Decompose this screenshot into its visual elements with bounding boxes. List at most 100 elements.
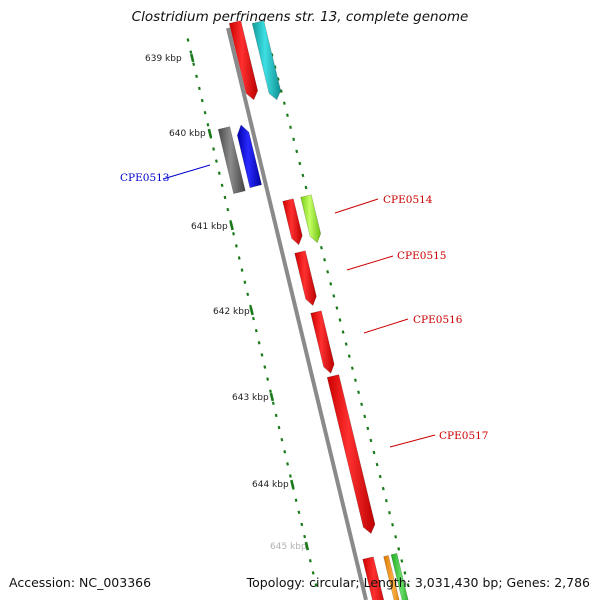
ruler-dot <box>276 77 280 81</box>
ruler-dot <box>350 366 354 370</box>
ruler-dot <box>274 413 278 418</box>
gene-arrow-cpe0515[interactable] <box>294 250 317 307</box>
ruler-dot <box>266 377 270 381</box>
gene-label-cpe0514[interactable]: CPE0514 <box>383 194 433 206</box>
gene-leader-line <box>363 318 409 334</box>
ruler-dot <box>363 414 367 419</box>
ruler-dot <box>282 101 286 105</box>
tick-label: 644 kbp <box>252 480 289 490</box>
ruler-dot <box>212 147 216 151</box>
ruler-dot <box>246 292 250 297</box>
ruler-dot <box>332 294 336 298</box>
ruler-dot <box>203 110 207 115</box>
gene-leader-line <box>334 198 379 214</box>
gene-leader-line <box>389 434 436 448</box>
tick-label: 641 kbp <box>191 222 228 232</box>
gene-arrow-cpe0517[interactable] <box>326 374 376 534</box>
ruler-dot <box>375 462 379 467</box>
gene-arrow-cpe0516[interactable] <box>310 310 335 374</box>
ruler-dot <box>347 354 351 358</box>
tick-mark <box>304 541 310 551</box>
ruler-dot <box>223 195 227 200</box>
tick-mark <box>229 221 234 231</box>
ruler-dot <box>344 342 348 346</box>
ruler-dot <box>279 89 283 93</box>
ruler-dot <box>280 437 284 442</box>
ruler-dot <box>286 113 289 117</box>
ruler-dot <box>271 401 275 406</box>
gene-label-cpe0517[interactable]: CPE0517 <box>439 430 489 442</box>
ruler-dot <box>323 258 326 262</box>
gene-arrow[interactable] <box>390 552 411 600</box>
ruler-dot <box>326 270 330 274</box>
ruler-dot <box>311 571 315 575</box>
ruler-dot <box>192 62 196 66</box>
ruler-dot <box>304 185 308 190</box>
ruler-dot <box>366 426 370 431</box>
ruler-dot <box>243 280 247 284</box>
gene-arrow-cpe0513[interactable] <box>236 124 262 189</box>
ruler-dot <box>360 402 364 407</box>
tick-label: 639 kbp <box>145 54 182 64</box>
gene-leader-line <box>346 255 394 271</box>
ruler-dot <box>195 74 198 79</box>
tick-mark <box>290 479 295 489</box>
gene-leader-line <box>162 164 211 180</box>
gene-arrow[interactable] <box>251 20 282 101</box>
ruler-dot <box>200 98 204 103</box>
gene-label-cpe0513[interactable]: CPE0513 <box>120 172 170 184</box>
tick-label: 643 kbp <box>232 393 269 403</box>
ruler-dot <box>378 474 382 479</box>
ruler-dot <box>289 125 292 129</box>
ruler-dot <box>320 246 323 250</box>
tick-mark <box>269 392 275 402</box>
tick-mark <box>207 128 213 138</box>
gene-arrow[interactable] <box>228 20 259 101</box>
gene-arrow[interactable] <box>362 556 388 600</box>
ruler-dot <box>189 50 193 54</box>
ruler-dot <box>277 425 281 430</box>
ruler-dot <box>308 559 312 563</box>
ruler-dot <box>335 306 339 310</box>
ruler-dot <box>300 522 304 527</box>
ruler-dot <box>338 318 342 322</box>
gene-arrow[interactable] <box>300 194 322 244</box>
ruler-dot <box>388 511 391 515</box>
ruler-dot <box>240 268 244 272</box>
gene-arrow-cpe0514[interactable] <box>282 198 303 246</box>
gene-label-cpe0516[interactable]: CPE0516 <box>413 314 463 326</box>
gene-label-cpe0515[interactable]: CPE0515 <box>397 250 447 262</box>
tick-label: 642 kbp <box>213 307 250 317</box>
ruler-dot <box>197 86 201 91</box>
ruler-dot <box>298 161 302 166</box>
tick-label: 645 kbp <box>270 542 307 552</box>
ruler-dot <box>226 207 230 212</box>
ruler-dot <box>381 486 385 491</box>
ruler-dot <box>288 474 292 478</box>
ruler-dot <box>406 583 410 587</box>
ruler-dot <box>357 390 360 394</box>
ruler-dot <box>273 65 277 69</box>
ruler-dot <box>263 365 267 369</box>
gene-arrow[interactable] <box>217 126 246 194</box>
tick-ruler-right <box>270 53 410 587</box>
ruler-dot <box>314 583 318 587</box>
ruler-dot <box>295 149 299 154</box>
genome-backbone <box>226 27 368 600</box>
ruler-dot <box>297 510 301 515</box>
ruler-dot <box>186 38 190 42</box>
tick-mark <box>249 306 254 316</box>
ruler-dot <box>391 523 394 527</box>
tick-label: 640 kbp <box>169 129 206 139</box>
ruler-dot <box>292 137 296 142</box>
gene-arrow[interactable] <box>383 555 403 600</box>
ruler-dot <box>232 232 235 236</box>
ruler-dot <box>206 123 210 127</box>
ruler-dot <box>286 462 289 466</box>
ruler-dot <box>301 173 305 178</box>
ruler-dot <box>397 547 401 551</box>
map-title: Clostridium perfringens str. 13, complet… <box>131 9 469 25</box>
topology-text: Topology: circular; Length: 3,031,430 bp… <box>246 575 590 590</box>
ruler-dot <box>329 282 333 286</box>
